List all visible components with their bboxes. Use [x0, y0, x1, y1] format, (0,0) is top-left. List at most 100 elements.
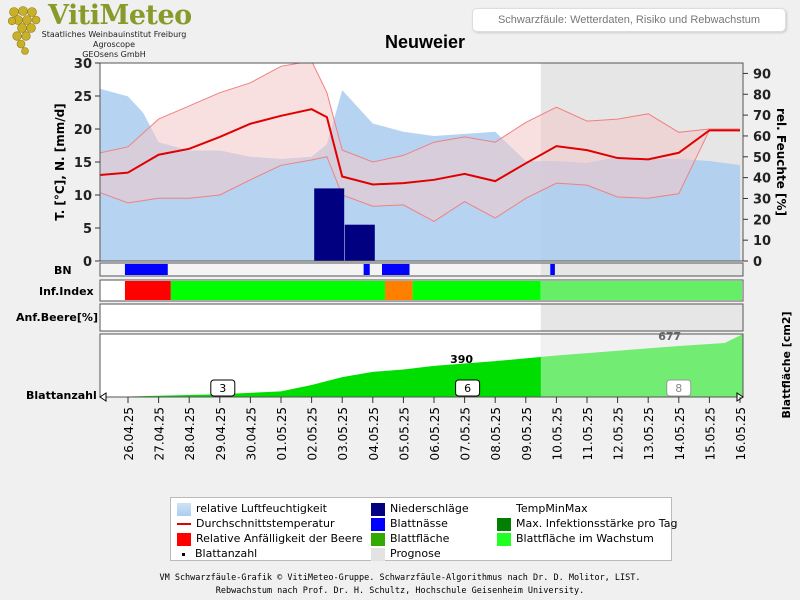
legend-item: Blattfläche — [371, 531, 449, 546]
leaf-forecast-veil — [540, 334, 743, 397]
legend-swatch — [177, 502, 191, 516]
main-plot — [100, 63, 740, 261]
leaf-count-label: 8 — [675, 382, 682, 395]
x-tick-label: 11.05.25 — [581, 407, 595, 460]
legend-swatch — [371, 502, 385, 516]
y-right-tick-label: 60 — [753, 130, 771, 145]
legend-swatch — [497, 503, 511, 516]
x-tick-label: 27.04.25 — [153, 407, 167, 460]
legend-label: Prognose — [390, 547, 441, 560]
legend-item: relative Luftfeuchtigkeit — [177, 501, 327, 516]
legend-label: Max. Infektionsstärke pro Tag — [516, 517, 678, 530]
y-left-tick-label: 10 — [74, 189, 92, 204]
leaf-area-label: 677 — [658, 330, 681, 343]
y-right-label: rel. Feuchte [%] — [774, 108, 788, 216]
header-subtitle: Schwarzfäule: Wetterdaten, Risiko und Re… — [472, 8, 786, 32]
x-tick-label: 12.05.25 — [612, 407, 626, 460]
y-right-tick-label: 30 — [753, 192, 771, 207]
rain-bar — [314, 188, 345, 261]
infection-index-bar — [385, 281, 413, 300]
y-left-tick-label: 5 — [83, 222, 92, 237]
leaf-wetness-bar — [550, 264, 555, 275]
infection-index-bar-forecast — [540, 281, 742, 300]
inf-frame — [99, 279, 744, 302]
legend-label: TempMinMax — [516, 502, 588, 515]
chart-svg: 0 5 10 15 20 25 30 T. [°C], N. [mm/d] 0 10 20 30 40 5… — [16, 57, 793, 460]
leaf-area-label: 390 — [450, 353, 473, 366]
legend-item: Relative Anfälligkeit der Beere — [177, 531, 363, 546]
mean-temp-line — [100, 108, 740, 186]
x-tick-label: 06.05.25 — [428, 407, 442, 460]
grape-icon — [7, 6, 41, 55]
legend-item: Blattnässe — [371, 516, 448, 531]
infection-index-bar — [124, 281, 171, 300]
y-left-label: T. [°C], N. [mm/d] — [53, 103, 67, 220]
blattflaeche-label: Blattfläche [cm2] — [780, 311, 793, 418]
legend-label: Blattnässe — [390, 517, 448, 530]
legend-swatch — [177, 523, 191, 525]
leaf-count-marker — [666, 379, 692, 397]
leaf-area-fill — [121, 334, 743, 397]
leaf-wetness-bar — [363, 264, 370, 275]
x-tick-label: 09.05.25 — [520, 407, 534, 460]
infection-index-bar — [170, 281, 386, 300]
temp-max-line — [100, 63, 740, 163]
left-arrow-icon — [99, 392, 107, 402]
legend-item: Prognose — [371, 546, 441, 561]
temp-min-line — [100, 129, 740, 222]
legend-swatch — [497, 532, 511, 546]
legend-item: Blattanzahl — [177, 546, 257, 561]
legend-label: Durchschnittstemperatur — [196, 517, 335, 530]
y-left-tick-label: 20 — [74, 123, 92, 138]
y-right-tick-label: 0 — [753, 255, 762, 270]
legend-item: Niederschläge — [371, 501, 469, 516]
leaf-frame — [99, 333, 744, 398]
x-tick-label: 28.04.25 — [183, 407, 197, 460]
y-right-tick-label: 20 — [753, 213, 771, 228]
x-tick-label: 07.05.25 — [459, 407, 473, 460]
logo-line-1: Staatliches Weinbauinstitut Freiburg — [41, 30, 187, 39]
legend-swatch — [371, 547, 385, 561]
legend-item: Durchschnittstemperatur — [177, 516, 335, 531]
y-right-tick-label: 70 — [753, 109, 771, 124]
x-tick-label: 15.05.25 — [703, 407, 717, 460]
x-tick-label: 05.05.25 — [397, 407, 411, 460]
anf-forecast — [540, 304, 743, 331]
bn-frame — [99, 262, 744, 277]
inf-row-label: Inf.Index — [39, 285, 94, 298]
leaf-count-label: 3 — [219, 382, 226, 395]
anf-row-label: Anf.Beere[%] — [16, 311, 98, 324]
legend-label: relative Luftfeuchtigkeit — [196, 502, 327, 515]
legend-swatch — [371, 517, 385, 531]
blattanzahl-row-label: Blattanzahl — [26, 389, 97, 402]
y-right-tick-label: 40 — [753, 172, 771, 187]
logo-line-3: GEOsens GmbH — [82, 50, 146, 59]
rain-bar — [344, 224, 375, 261]
x-tick-label: 13.05.25 — [642, 407, 656, 460]
temp-minmax-band — [100, 63, 740, 222]
legend-label: Blattfläche im Wachstum — [516, 532, 654, 545]
bn-forecast — [540, 263, 743, 276]
y-right-tick-label: 50 — [753, 151, 771, 166]
x-tick-label: 26.04.25 — [122, 407, 136, 460]
y-left-tick-label: 25 — [74, 90, 92, 105]
legend-swatch — [182, 552, 185, 556]
footer-line-1: VM Schwarzfäule-Grafik © VitiMeteo-Grupp… — [159, 573, 641, 583]
legend-item: Max. Infektionsstärke pro Tag — [497, 516, 677, 531]
x-tick-label: 02.05.25 — [306, 407, 320, 460]
chart-title: Neuweier — [384, 32, 466, 52]
legend-swatch — [497, 517, 511, 531]
y-right-tick-label: 90 — [753, 67, 771, 82]
x-tick-label: 03.05.25 — [336, 407, 350, 460]
bn-row-label: BN — [54, 264, 72, 277]
legend-item: TempMinMax — [497, 501, 588, 516]
leaf-count-marker — [210, 379, 236, 397]
leaf-count-label: 6 — [464, 382, 471, 395]
x-tick-label: 29.04.25 — [214, 407, 228, 460]
legend-swatch — [177, 532, 191, 546]
x-tick-label: 16.05.25 — [734, 407, 748, 460]
x-tick-label: 14.05.25 — [673, 407, 687, 460]
legend-swatch — [371, 532, 385, 546]
legend-label: Blattanzahl — [195, 547, 258, 560]
